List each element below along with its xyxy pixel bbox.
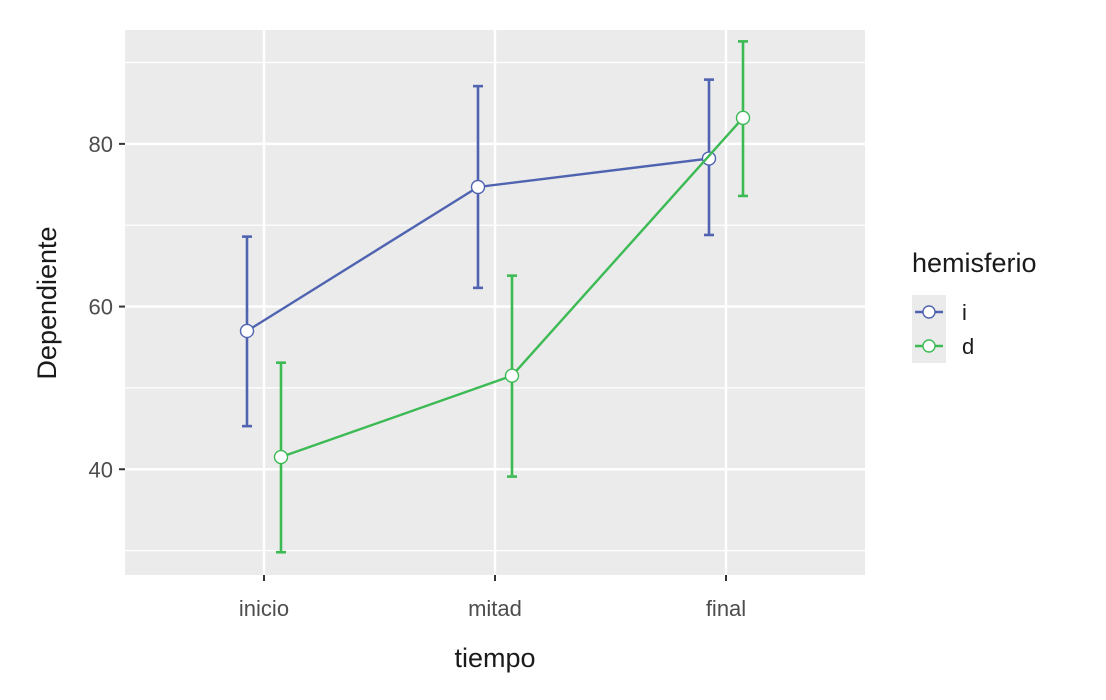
data-point <box>504 368 520 383</box>
y-tick-label: 40 <box>89 457 113 482</box>
data-point <box>273 449 289 465</box>
legend-key-point <box>922 305 936 319</box>
grid-lines <box>125 30 865 575</box>
x-tick-label: mitad <box>468 596 522 621</box>
data-point <box>239 323 255 339</box>
legend-items: id <box>912 295 974 363</box>
y-tick-label: 80 <box>89 132 113 157</box>
data-point <box>735 110 751 126</box>
legend: hemisferio id <box>912 248 1037 363</box>
legend-item-i: i <box>912 295 967 329</box>
series-layer <box>239 40 751 554</box>
legend-title: hemisferio <box>912 248 1037 278</box>
legend-label: d <box>962 334 974 359</box>
y-axis-title: Dependiente <box>32 226 62 379</box>
legend-item-d: d <box>912 329 974 363</box>
series-i <box>239 78 717 428</box>
legend-key-point <box>922 339 936 353</box>
x-tick-label: inicio <box>239 596 289 621</box>
y-tick-label: 60 <box>89 295 113 320</box>
data-point <box>470 179 486 195</box>
legend-label: i <box>962 300 967 325</box>
x-tick-label: final <box>706 596 746 621</box>
data-point <box>701 151 717 166</box>
series-d <box>273 40 751 554</box>
axis-layer: 40 60 80 inicio mitad final <box>89 132 747 621</box>
x-axis-title: tiempo <box>454 643 535 673</box>
